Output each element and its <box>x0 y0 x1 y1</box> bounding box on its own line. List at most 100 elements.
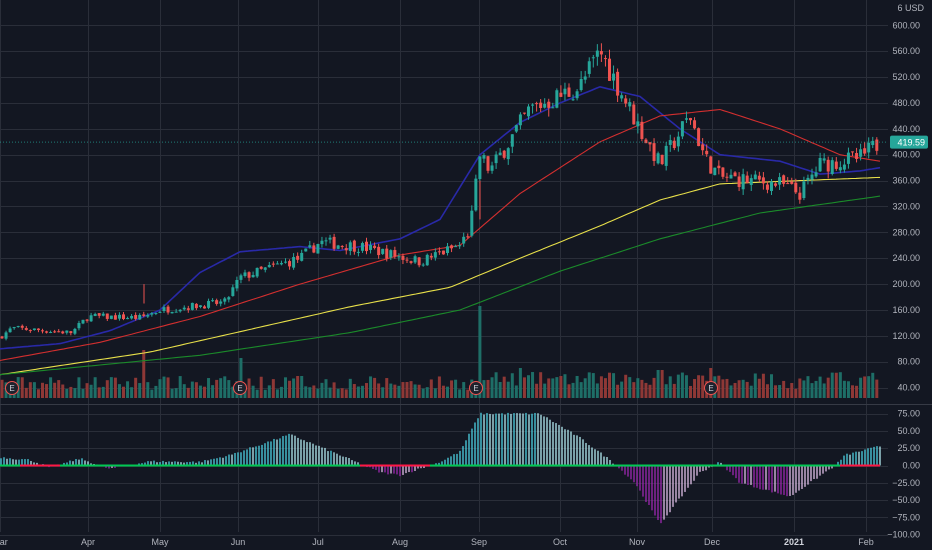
volume-bar <box>620 381 624 398</box>
candle-body <box>527 106 530 117</box>
candle-body <box>806 177 810 181</box>
candle-body <box>340 246 344 248</box>
volume-bar <box>28 382 32 398</box>
volume-bar <box>134 377 138 398</box>
volume-bar <box>559 376 563 398</box>
time-axis-label: 2021 <box>784 537 804 547</box>
candle-body <box>356 251 360 253</box>
time-axis-label: Nov <box>629 537 646 547</box>
candle-body <box>672 140 676 149</box>
candle-body <box>126 318 130 320</box>
candle-body <box>701 144 705 151</box>
volume-bar <box>190 381 194 398</box>
candle-body <box>713 167 717 176</box>
volume-bar <box>498 381 502 398</box>
volume-bar <box>628 377 632 398</box>
candle-body <box>190 302 194 310</box>
volume-bar <box>32 382 36 398</box>
candle-body <box>20 325 24 328</box>
candle-body <box>624 98 628 104</box>
time-axis-label: Jul <box>312 537 324 547</box>
candle-body <box>794 182 798 193</box>
price-axis-label: 400.00 <box>892 150 920 160</box>
candle-body <box>458 245 462 247</box>
candle-body <box>761 177 765 184</box>
volume-bar <box>648 384 652 398</box>
candle-body <box>437 251 441 253</box>
volume-bar <box>478 306 482 398</box>
volume-bar <box>826 377 830 398</box>
candle-body <box>680 121 684 137</box>
candle-body <box>510 134 514 147</box>
volume-bar <box>863 376 867 398</box>
candle-body <box>182 307 186 310</box>
volume-bar <box>117 384 121 398</box>
time-axis-label: May <box>151 537 169 547</box>
candle-body <box>247 272 251 278</box>
volume-bar <box>612 373 616 398</box>
candle-body <box>717 165 721 169</box>
candle-body <box>300 252 304 261</box>
candlesticks[interactable] <box>0 43 879 341</box>
candle-body <box>478 156 482 179</box>
volume-bar <box>798 378 802 398</box>
earnings-marker-label: E <box>473 384 478 393</box>
volume-bar <box>462 382 466 398</box>
volume-bar <box>49 377 53 398</box>
earnings-marker[interactable]: E <box>704 381 718 395</box>
candle-body <box>16 326 20 328</box>
candle-body <box>595 50 599 57</box>
candle-body <box>867 142 871 153</box>
candle-body <box>28 330 32 332</box>
candle-body <box>69 331 73 334</box>
price-axis[interactable]: 6 USD 600.00 560.00 520.00 480.00 440.00 400.… <box>892 3 924 393</box>
candle-body <box>749 178 753 185</box>
earnings-marker[interactable]: E <box>233 381 247 395</box>
candle-body <box>494 154 498 164</box>
volume-bar <box>543 383 547 398</box>
earnings-marker[interactable]: E <box>5 381 19 395</box>
price-axis-label: 240.00 <box>892 253 920 263</box>
candle-body <box>275 263 279 265</box>
price-axis-label: 80.00 <box>897 357 920 367</box>
volume-bar <box>652 377 656 398</box>
volume-bar <box>304 386 308 398</box>
candle-body <box>263 267 267 270</box>
volume-bar <box>729 385 733 398</box>
candle-body <box>109 315 113 319</box>
volume-bar <box>381 387 385 398</box>
candle-body <box>235 279 239 289</box>
candle-body <box>227 297 231 300</box>
candle-body <box>397 256 401 258</box>
candle-body <box>73 328 77 334</box>
volume-bar <box>701 375 705 398</box>
candle-body <box>786 183 790 185</box>
time-axis[interactable]: Mar Apr May Jun Jul Aug Sep Oct Nov Dec 2021 Feb <box>0 537 874 547</box>
volume-bar <box>425 387 429 398</box>
candle-body <box>223 298 227 302</box>
candle-body <box>101 313 105 316</box>
volume-bar <box>830 372 834 398</box>
volume-bar <box>288 380 292 398</box>
candle-body <box>462 236 466 244</box>
oscillator-axis[interactable]: 75.00 50.00 25.00 0.00 −25.00 −50.00 −75.00 −10… <box>887 409 920 540</box>
candle-body <box>470 210 474 236</box>
price-axis-label: 360.00 <box>892 176 920 186</box>
candle-body <box>41 330 44 332</box>
oscillator-axis-label: 50.00 <box>897 426 920 436</box>
candle-body <box>77 323 81 329</box>
volume-bar <box>186 387 190 398</box>
candle-body <box>425 254 429 266</box>
volume-bars <box>0 306 879 398</box>
candle-body <box>93 313 97 317</box>
volume-bar <box>211 385 215 398</box>
earnings-marker[interactable]: E <box>469 381 483 395</box>
earnings-marker-label: E <box>708 384 713 393</box>
volume-bar <box>352 384 356 398</box>
last-price-tag: 419.59 <box>0 135 928 149</box>
time-axis-label: Oct <box>553 537 568 547</box>
volume-bar <box>24 387 28 398</box>
